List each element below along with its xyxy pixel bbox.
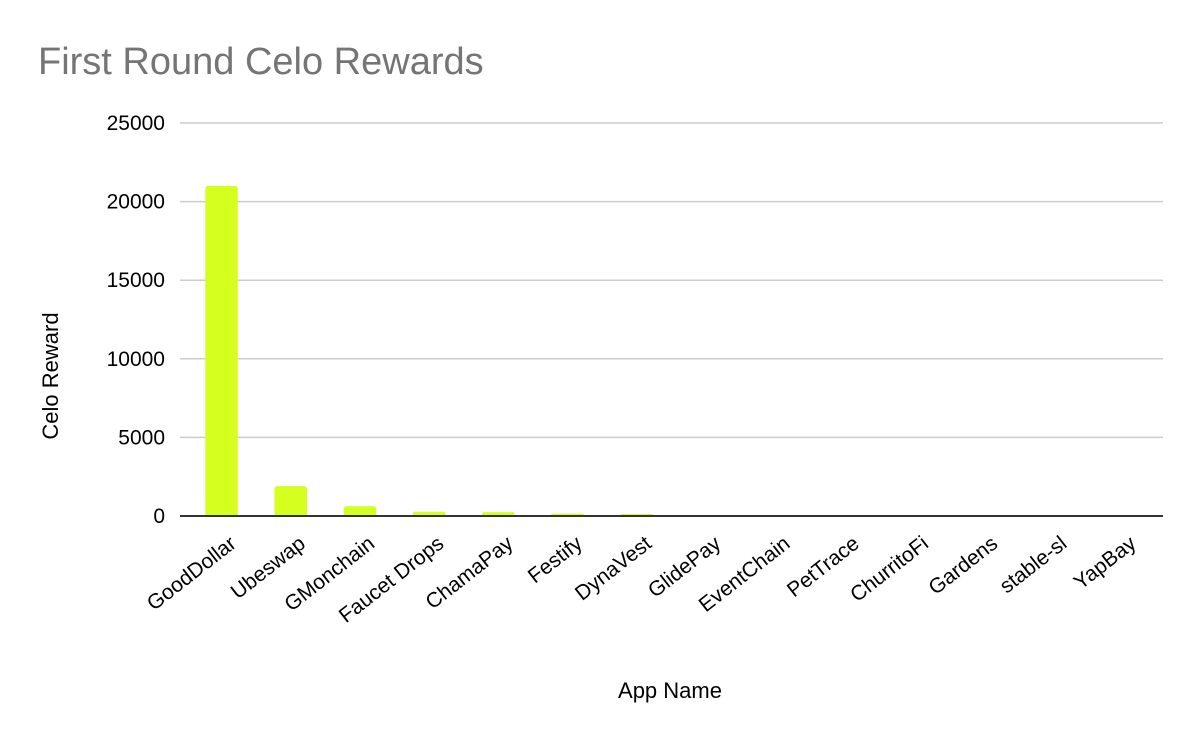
- y-axis-label: Celo Reward: [38, 312, 63, 439]
- bar-gooddollar: [205, 185, 238, 516]
- x-axis-label: App Name: [618, 678, 722, 703]
- y-tick-label: 15000: [107, 269, 165, 292]
- x-tick-label: Festify: [524, 532, 587, 589]
- y-axis-ticks: 0 5000 10000 15000 20000 25000: [107, 112, 165, 528]
- x-tick-label: ChurritoFi: [846, 532, 933, 607]
- bar-gmonchain: [343, 506, 377, 516]
- gridlines: [180, 122, 1163, 439]
- y-tick-label: 10000: [107, 348, 165, 371]
- x-tick-label: DynaVest: [571, 532, 656, 606]
- y-tick-label: 20000: [107, 191, 165, 214]
- x-tick-label: stable-sl: [996, 532, 1072, 598]
- y-tick-label: 5000: [118, 426, 165, 449]
- chart-title: First Round Celo Rewards: [38, 41, 484, 83]
- y-tick-label: 25000: [107, 112, 165, 135]
- bar-ubeswap: [274, 486, 308, 516]
- bar-faucet-drops: [412, 511, 446, 516]
- x-tick-label: GoodDollar: [143, 532, 241, 616]
- x-tick-label: Gardens: [924, 532, 1002, 600]
- bars: [205, 185, 654, 516]
- x-tick-label: YapBay: [1070, 532, 1141, 595]
- y-tick-label: 0: [153, 505, 165, 528]
